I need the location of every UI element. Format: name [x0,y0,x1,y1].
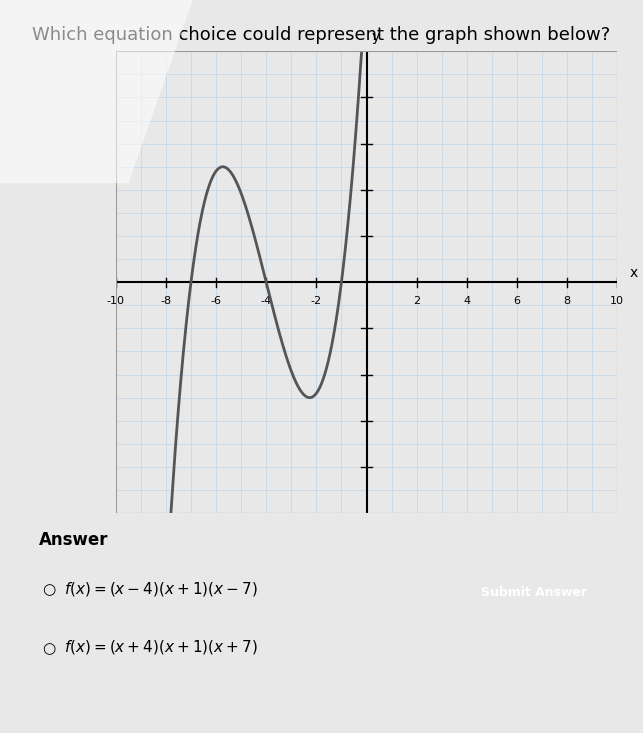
Text: Submit Answer: Submit Answer [480,586,587,600]
Text: ○: ○ [42,583,55,597]
Text: ○: ○ [42,641,55,656]
Text: 10: 10 [610,296,624,306]
Text: -8: -8 [160,296,172,306]
Text: 8: 8 [563,296,571,306]
Text: -6: -6 [210,296,222,306]
Text: Which equation choice could represent the graph shown below?: Which equation choice could represent th… [32,26,611,44]
Text: x: x [629,266,638,280]
Text: -10: -10 [107,296,125,306]
Text: -2: -2 [311,296,322,306]
Polygon shape [0,0,193,183]
Text: Answer: Answer [39,531,108,550]
Text: 6: 6 [514,296,520,306]
Text: 4: 4 [463,296,471,306]
Text: 2: 2 [413,296,421,306]
Text: $f(x) = (x-4)(x+1)(x-7)$: $f(x) = (x-4)(x+1)(x-7)$ [64,580,258,597]
Text: -4: -4 [260,296,272,306]
Text: y: y [371,30,379,45]
Text: $f(x) = (x+4)(x+1)(x+7)$: $f(x) = (x+4)(x+1)(x+7)$ [64,638,258,656]
